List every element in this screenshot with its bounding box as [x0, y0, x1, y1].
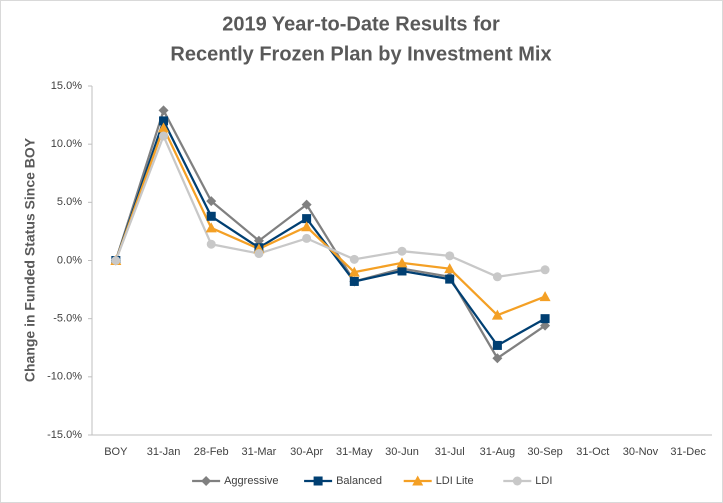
data-point — [397, 246, 407, 256]
x-tick-label: 31-Aug — [480, 446, 515, 458]
data-point — [158, 105, 169, 116]
y-tick-label: 0.0% — [57, 254, 82, 266]
y-tick-label: -5.0% — [53, 313, 82, 325]
legend-marker — [313, 476, 323, 486]
legend-marker — [201, 476, 212, 486]
y-tick-label: -10.0% — [47, 371, 82, 383]
data-point — [397, 266, 407, 276]
data-point — [348, 266, 360, 277]
x-tick-label: 30-Jun — [385, 446, 419, 458]
y-tick-label: 15.0% — [51, 80, 82, 92]
data-point — [206, 211, 216, 221]
data-point — [302, 233, 312, 243]
data-point — [302, 214, 312, 224]
data-point — [445, 274, 455, 284]
data-point — [159, 116, 169, 126]
data-point — [158, 122, 170, 133]
data-point — [444, 263, 456, 274]
data-point — [492, 353, 503, 364]
data-point — [205, 222, 217, 233]
legend-label: Aggressive — [224, 475, 278, 487]
legend-marker — [512, 476, 522, 486]
x-tick-label: 28-Feb — [194, 446, 229, 458]
legend-label: LDI Lite — [436, 475, 474, 487]
data-point — [492, 340, 502, 350]
x-tick-label: 31-May — [336, 446, 373, 458]
chart-title: 2019 Year-to-Date Results for — [222, 13, 500, 35]
data-point — [445, 251, 455, 261]
x-tick-label: 31-Mar — [242, 446, 277, 458]
series-line — [114, 133, 546, 278]
data-point — [254, 249, 264, 259]
data-point — [159, 131, 169, 141]
legend-marker — [412, 475, 424, 486]
data-point — [206, 196, 217, 207]
series-line — [114, 107, 546, 360]
x-tick-label: BOY — [104, 446, 128, 458]
legend-label: LDI — [535, 475, 552, 487]
y-tick-label: 5.0% — [57, 196, 82, 208]
x-tick-label: 30-Apr — [290, 446, 323, 458]
data-point — [492, 272, 502, 282]
x-tick-label: 31-Jul — [435, 446, 465, 458]
data-point — [539, 291, 551, 302]
y-tick-label: 10.0% — [51, 138, 82, 150]
x-tick-label: 30-Sep — [527, 446, 562, 458]
legend-label: Balanced — [336, 475, 382, 487]
y-axis-label: Change in Funded Status Since BOY — [22, 137, 38, 382]
x-tick-label: 30-Nov — [623, 446, 659, 458]
chart-title: Recently Frozen Plan by Investment Mix — [170, 43, 551, 65]
data-point — [491, 309, 503, 320]
x-tick-label: 31-Jan — [147, 446, 181, 458]
data-point — [396, 257, 408, 268]
data-point — [301, 199, 312, 210]
data-point — [349, 254, 359, 264]
x-tick-label: 31-Oct — [576, 446, 609, 458]
data-point — [540, 265, 550, 275]
data-point — [301, 221, 313, 232]
data-point — [540, 314, 550, 324]
data-point — [111, 256, 121, 265]
y-tick-label: -15.0% — [47, 429, 82, 441]
x-tick-label: 31-Dec — [670, 446, 706, 458]
data-point — [349, 276, 359, 286]
data-point — [206, 239, 216, 249]
